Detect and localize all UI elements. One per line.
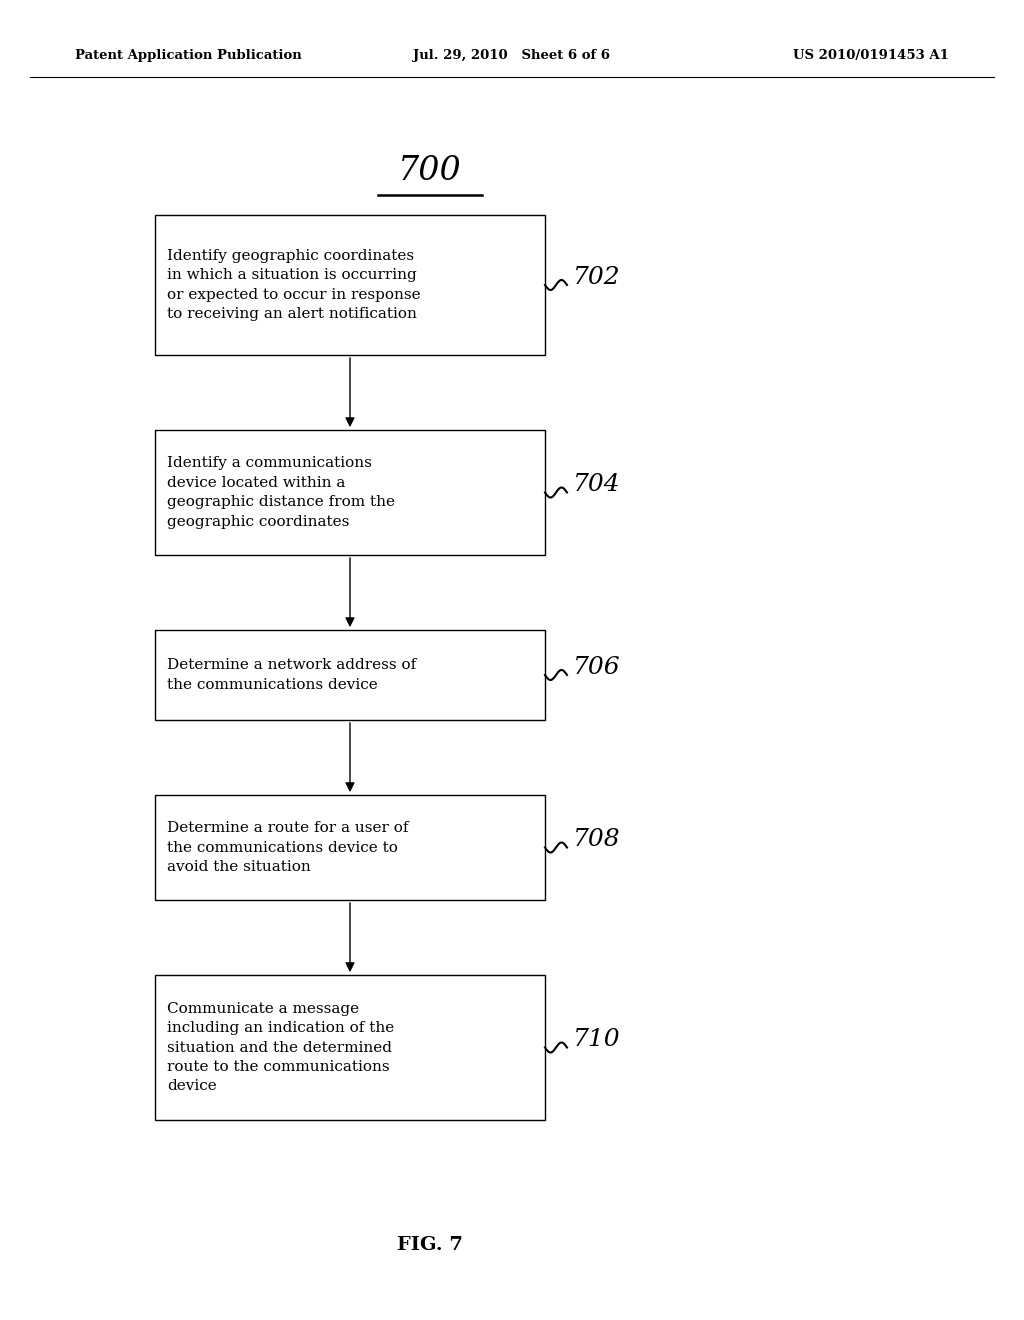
Bar <box>155 630 545 719</box>
Text: 706: 706 <box>573 656 621 678</box>
Bar <box>155 795 545 900</box>
Text: Communicate a message
including an indication of the
situation and the determine: Communicate a message including an indic… <box>167 1002 394 1093</box>
Text: Determine a route for a user of
the communications device to
avoid the situation: Determine a route for a user of the comm… <box>167 821 409 874</box>
Text: 708: 708 <box>573 828 621 851</box>
Bar <box>155 215 545 355</box>
Text: US 2010/0191453 A1: US 2010/0191453 A1 <box>794 49 949 62</box>
Bar <box>155 975 545 1119</box>
Text: Patent Application Publication: Patent Application Publication <box>75 49 302 62</box>
Text: Determine a network address of
the communications device: Determine a network address of the commu… <box>167 659 416 692</box>
Text: Identify geographic coordinates
in which a situation is occurring
or expected to: Identify geographic coordinates in which… <box>167 248 421 321</box>
Bar <box>155 430 545 554</box>
Text: 700: 700 <box>398 154 462 187</box>
Text: FIG. 7: FIG. 7 <box>397 1236 463 1254</box>
Text: 702: 702 <box>573 265 621 289</box>
Text: Identify a communications
device located within a
geographic distance from the
g: Identify a communications device located… <box>167 457 395 529</box>
Text: 704: 704 <box>573 473 621 496</box>
Text: Jul. 29, 2010   Sheet 6 of 6: Jul. 29, 2010 Sheet 6 of 6 <box>414 49 610 62</box>
Text: 710: 710 <box>573 1028 621 1051</box>
